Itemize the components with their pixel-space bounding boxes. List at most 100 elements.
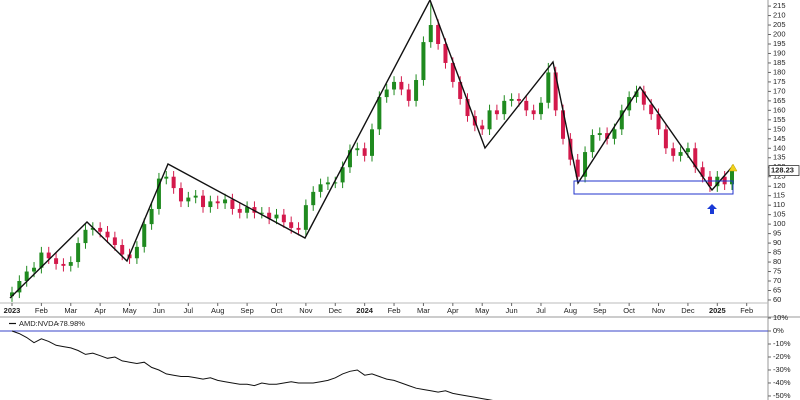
candle-body (678, 152, 683, 156)
x-tick-label: Feb (388, 306, 401, 315)
candle-body (663, 129, 668, 149)
candle-body (10, 292, 14, 297)
x-tick-label: Feb (35, 306, 48, 315)
candle-body (634, 91, 639, 98)
candle-body (605, 133, 610, 139)
candle-body (120, 244, 125, 255)
candle-body (671, 148, 676, 156)
candle-body (296, 227, 301, 230)
candle-body (700, 167, 705, 177)
x-tick-label: Jun (153, 306, 165, 315)
y-tick-label: 95 (773, 229, 781, 238)
y-tick-label: 140 (773, 143, 786, 152)
candle-body (685, 148, 690, 153)
candle-body (61, 263, 66, 266)
x-tick-label: Dec (681, 306, 695, 315)
x-tick-label: Oct (623, 306, 636, 315)
candle-body (597, 133, 602, 136)
candle-body (693, 148, 698, 168)
candle-body (90, 227, 95, 230)
candle-body (46, 252, 51, 259)
candle-body (641, 91, 646, 105)
candle-body (355, 148, 360, 151)
x-tick-label: Mar (64, 306, 77, 315)
x-tick-label: May (122, 306, 136, 315)
y-tick-label: 150 (773, 124, 786, 133)
candle-body (83, 229, 88, 244)
y-tick-label: 75 (773, 267, 781, 276)
y-tick-label: 110 (773, 200, 785, 209)
candle-body (201, 195, 206, 208)
candle-body (347, 150, 352, 168)
y-tick-label: 185 (773, 58, 786, 67)
last-price-label: 128.23 (771, 166, 794, 175)
candle-body (281, 214, 286, 223)
y-tick-label: 175 (773, 77, 786, 86)
x-tick-label: Sep (593, 306, 606, 315)
y-tick-label: 105 (773, 210, 786, 219)
x-tick-label: Nov (299, 306, 313, 315)
candle-body (561, 110, 566, 139)
candle-body (575, 159, 580, 177)
y2-tick-label: -10% (773, 339, 791, 348)
candle-body (590, 135, 595, 153)
y2-tick-label: 10% (773, 313, 788, 322)
candle-body (333, 182, 338, 184)
candle-body (32, 267, 37, 272)
candle-body (546, 72, 551, 103)
candle-body (377, 97, 382, 130)
y-tick-label: 80 (773, 257, 781, 266)
candle-body (112, 237, 117, 245)
candle-body (134, 246, 139, 259)
candle-body (583, 152, 588, 177)
candle-body (24, 271, 29, 282)
candle-body (245, 207, 250, 213)
candle-body (553, 72, 558, 111)
candle-body (436, 25, 441, 44)
x-tick-label: Apr (447, 306, 459, 315)
y-tick-label: 195 (773, 39, 786, 48)
y-tick-label: 190 (773, 48, 786, 57)
candle-body (289, 222, 294, 228)
candle-body (215, 201, 220, 204)
x-tick-label: Aug (564, 306, 577, 315)
support-box (573, 180, 734, 195)
y2-tick-label: -50% (773, 391, 791, 400)
candle-body (480, 125, 485, 130)
candle-body (186, 197, 191, 202)
y2-tick-label: -30% (773, 365, 791, 374)
candle-body (612, 129, 617, 139)
candle-body (443, 43, 448, 63)
y-tick-label: 215 (773, 1, 786, 10)
last-price-box (768, 165, 800, 176)
blue-arrow (707, 204, 717, 214)
candle-body (494, 110, 499, 115)
y-tick-label: 70 (773, 276, 781, 285)
candle-body (318, 184, 323, 192)
x-tick-label: Aug (211, 306, 224, 315)
candle-body (649, 104, 654, 115)
x-tick-label: Nov (652, 306, 666, 315)
candle-body (406, 89, 411, 101)
y-tick-label: 205 (773, 20, 786, 29)
y2-tick-label: 0% (773, 326, 784, 335)
candle-body (392, 81, 397, 90)
candle-body (524, 100, 529, 111)
candle-body (54, 258, 59, 264)
trend-zigzag (9, 0, 733, 299)
candle-body (171, 176, 176, 189)
candle-body (414, 80, 419, 101)
candle-body (487, 110, 492, 130)
y-tick-label: 210 (773, 11, 786, 20)
candle-body (76, 243, 81, 263)
candle-body (531, 110, 536, 115)
x-tick-label: Jul (184, 306, 194, 315)
candle-body (149, 208, 154, 225)
y2-tick-label: -20% (773, 352, 791, 361)
candle-body (458, 81, 463, 99)
y-tick-label: 135 (773, 153, 786, 162)
candle-body (384, 89, 389, 98)
x-tick-label: Feb (740, 306, 753, 315)
